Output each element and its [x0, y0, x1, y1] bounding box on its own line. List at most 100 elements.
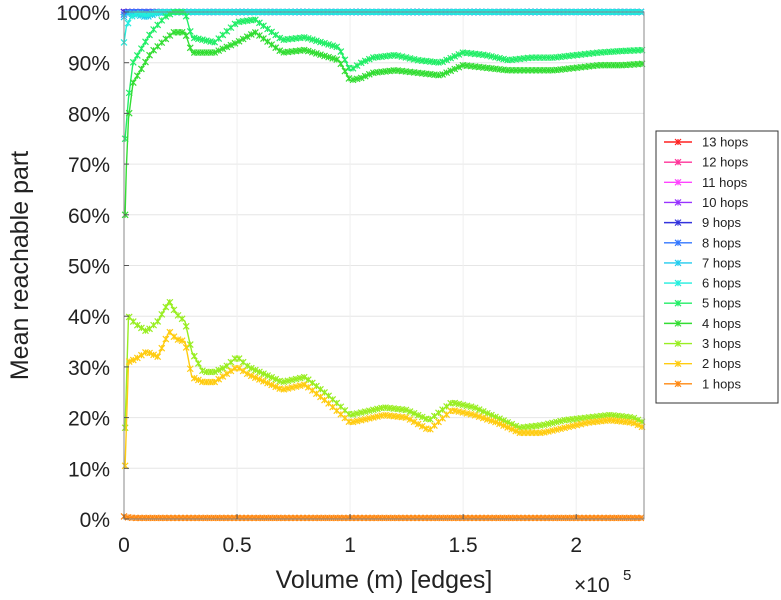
- data-point: [268, 28, 276, 36]
- data-point: [410, 418, 418, 426]
- plot-area: [120, 8, 646, 522]
- series-3-hops: [121, 298, 646, 432]
- legend-marker: [674, 319, 682, 327]
- legend-label: 9 hops: [702, 215, 742, 230]
- data-point: [256, 32, 263, 39]
- series-markers: [120, 513, 645, 522]
- data-point: [365, 55, 373, 63]
- data-point: [125, 358, 133, 366]
- data-point: [133, 354, 141, 362]
- data-point: [260, 22, 267, 30]
- data-point: [154, 353, 162, 361]
- data-point: [243, 362, 251, 370]
- data-point: [365, 70, 373, 78]
- data-point: [337, 48, 345, 56]
- data-point: [129, 79, 137, 87]
- data-point: [162, 13, 170, 20]
- data-point: [182, 322, 190, 330]
- data-point: [211, 378, 219, 386]
- legend-item: 4 hops: [664, 316, 742, 331]
- legend-label: 3 hops: [702, 336, 742, 351]
- data-point: [124, 19, 132, 27]
- data-point: [211, 368, 219, 376]
- data-point: [247, 372, 255, 380]
- data-point: [439, 71, 446, 78]
- data-point: [125, 109, 133, 117]
- data-point: [215, 375, 223, 383]
- data-point: [182, 344, 190, 351]
- legend-box: [655, 130, 779, 404]
- data-point: [317, 393, 324, 401]
- data-point: [414, 420, 422, 428]
- data-point: [455, 63, 463, 71]
- x-tick-label: 1: [344, 534, 356, 557]
- data-point: [251, 29, 259, 36]
- data-point: [268, 373, 276, 381]
- data-point: [357, 74, 365, 82]
- y-tick-label: 50%: [68, 256, 110, 279]
- data-point: [142, 327, 149, 335]
- data-point: [418, 422, 426, 430]
- data-point: [231, 39, 239, 47]
- y-tick-label: 90%: [68, 53, 110, 76]
- data-point: [637, 514, 645, 522]
- legend-item: 1 hops: [664, 376, 742, 391]
- data-point: [337, 60, 345, 68]
- data-point: [321, 52, 328, 60]
- data-point: [186, 365, 194, 373]
- x-axis-ticks: 0 0.5 1 1.5 2: [118, 514, 582, 557]
- data-point: [150, 351, 158, 359]
- legend-label: 7 hops: [702, 255, 742, 270]
- legend-item: 2 hops: [664, 356, 742, 371]
- data-point: [300, 381, 308, 389]
- data-point: [467, 403, 475, 411]
- data-point: [137, 351, 145, 359]
- data-point: [133, 72, 141, 80]
- data-point: [215, 366, 223, 374]
- x-axis-multiplier: ×10 5: [574, 567, 631, 597]
- data-point: [129, 58, 137, 66]
- data-point: [406, 416, 414, 423]
- data-point: [239, 367, 247, 375]
- data-point: [630, 419, 638, 427]
- data-point: [329, 54, 337, 62]
- data-point: [264, 379, 271, 387]
- legend-marker: [674, 219, 682, 227]
- data-point: [158, 344, 166, 352]
- data-point: [471, 411, 479, 419]
- data-point: [211, 49, 219, 56]
- legend-marker: [674, 158, 682, 166]
- data-point: [317, 51, 324, 59]
- data-point: [410, 409, 418, 417]
- legend-marker: [674, 239, 682, 247]
- data-point: [219, 373, 227, 380]
- legend-marker: [674, 199, 682, 206]
- data-point: [142, 38, 149, 46]
- legend-label: 1 hops: [702, 376, 742, 391]
- y-tick-label: 10%: [68, 458, 110, 481]
- data-point: [166, 298, 174, 306]
- data-point: [256, 368, 263, 376]
- legend-item: 5 hops: [664, 296, 742, 311]
- data-point: [304, 47, 312, 55]
- data-point: [128, 12, 136, 20]
- data-point: [475, 406, 483, 414]
- data-point: [142, 58, 149, 66]
- data-point: [272, 375, 280, 383]
- data-point: [300, 373, 308, 381]
- data-point: [170, 333, 178, 341]
- data-point: [341, 67, 349, 75]
- legend-label: 11 hops: [702, 175, 748, 190]
- data-point: [260, 35, 267, 42]
- legend-label: 12 hops: [702, 155, 749, 170]
- data-point: [264, 372, 271, 379]
- x-multiplier-base: ×10: [574, 574, 610, 597]
- series-markers: [121, 328, 646, 470]
- legend-marker: [674, 299, 682, 307]
- x-multiplier-exponent: 5: [623, 567, 631, 584]
- data-point: [199, 367, 206, 375]
- data-point: [312, 390, 320, 398]
- legend-label: 10 hops: [702, 195, 749, 210]
- legend-item: 10 hops: [664, 195, 749, 210]
- data-point: [443, 69, 451, 77]
